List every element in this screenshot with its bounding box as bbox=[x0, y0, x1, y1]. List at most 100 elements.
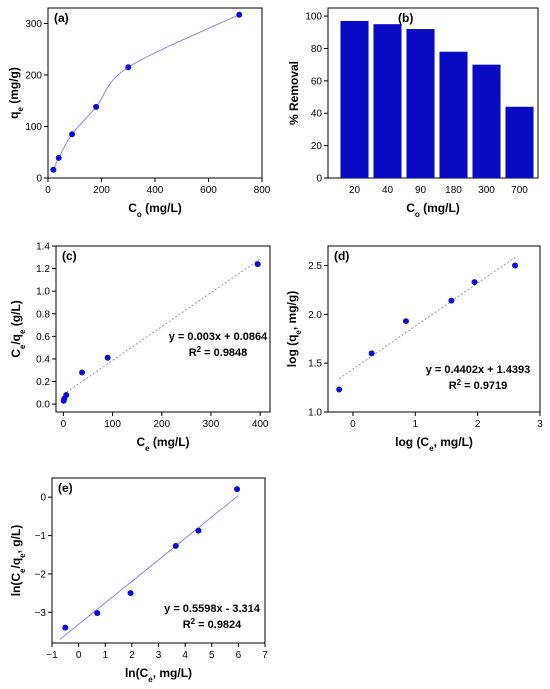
y-axis-label-mid: /q bbox=[9, 334, 23, 345]
r-squared-exponent: 2 bbox=[457, 378, 462, 387]
data-point bbox=[172, 542, 179, 549]
y-tick-label: 0.6 bbox=[36, 332, 50, 343]
y-tick-label: 2.5 bbox=[308, 261, 322, 272]
panel-label: (a) bbox=[54, 11, 69, 25]
x-axis-label: log (Ce, mg/L) bbox=[395, 435, 473, 453]
data-point bbox=[50, 166, 57, 173]
x-tick-label: 400 bbox=[147, 185, 164, 196]
r-squared-label: R bbox=[183, 619, 191, 631]
r-squared: R2 = 0.9848 bbox=[189, 345, 248, 360]
x-tick-label: 0 bbox=[76, 650, 82, 661]
data-point bbox=[471, 279, 478, 286]
bar bbox=[406, 29, 435, 178]
data-point bbox=[336, 386, 343, 393]
x-tick-label: 40 bbox=[382, 185, 394, 196]
x-tick-label: 1 bbox=[413, 419, 419, 430]
y-axis-label-suffix: (mg/g) bbox=[7, 67, 21, 107]
y-tick-label: 0.0 bbox=[36, 400, 50, 411]
panel-label: (d) bbox=[334, 249, 349, 263]
x-tick-label: 0 bbox=[61, 419, 67, 430]
r-squared-label: R bbox=[449, 380, 457, 392]
y-tick-label: 0.2 bbox=[36, 377, 50, 388]
y-tick-label: −1 bbox=[35, 531, 47, 542]
x-tick-label: 400 bbox=[252, 419, 269, 430]
x-tick-label: −1 bbox=[46, 650, 58, 661]
x-axis-label-sub: o bbox=[415, 210, 420, 219]
x-tick-label: 1 bbox=[102, 650, 108, 661]
x-axis-label-main: log (C bbox=[395, 435, 429, 449]
y-tick-label: 2.0 bbox=[308, 310, 322, 321]
x-axis-label-suffix: (mg/L) bbox=[142, 201, 182, 215]
data-point bbox=[254, 261, 261, 268]
y-tick-label: 0.4 bbox=[36, 354, 50, 365]
x-tick-label: 200 bbox=[153, 419, 170, 430]
x-axis-label-main: ln(C bbox=[125, 666, 149, 680]
bar bbox=[373, 24, 402, 178]
data-point bbox=[236, 11, 243, 18]
y-axis-label-mid: /q bbox=[9, 558, 23, 569]
x-tick-label: 200 bbox=[93, 185, 110, 196]
y-axis-label-sub: e bbox=[18, 568, 27, 573]
data-point bbox=[512, 262, 519, 269]
plot-frame bbox=[55, 245, 271, 413]
x-tick-label: 2 bbox=[129, 650, 135, 661]
r-squared-exponent: 2 bbox=[197, 345, 202, 354]
y-tick-label: 0 bbox=[36, 174, 42, 185]
bar bbox=[505, 106, 534, 178]
y-axis-label-suffix: , mg/g) bbox=[285, 291, 299, 330]
data-point bbox=[402, 318, 409, 325]
r-squared-label: R bbox=[189, 347, 197, 359]
panel-label: (c) bbox=[62, 249, 77, 263]
fit-equation: y = 0.003x + 0.0864 bbox=[169, 331, 268, 343]
data-point bbox=[69, 131, 76, 138]
r-squared-exponent: 2 bbox=[191, 617, 196, 626]
y-axis-label: ln(Ce/qe, g/L) bbox=[9, 525, 27, 597]
x-axis-label-suffix: , mg/L) bbox=[434, 435, 473, 449]
trend-line bbox=[59, 495, 239, 640]
y-tick-label: 100 bbox=[305, 12, 322, 23]
panel-label: (e) bbox=[58, 481, 73, 495]
y-axis-label-sub2: e bbox=[18, 329, 27, 334]
y-tick-label: 200 bbox=[25, 70, 42, 81]
x-tick-label: 6 bbox=[236, 650, 242, 661]
x-axis-label: ln(Ce, mg/L) bbox=[125, 666, 192, 684]
x-tick-label: 5 bbox=[209, 650, 215, 661]
x-tick-label: 600 bbox=[200, 185, 217, 196]
y-axis-label-sub: e bbox=[18, 344, 27, 349]
panel-b-removal-bar-chart: 20 40 90 180 300 700 0 20 40 60 80 100 (b) Co (mg/L)%… bbox=[287, 7, 539, 219]
x-tick-label: 0 bbox=[350, 419, 356, 430]
x-tick-label: 90 bbox=[415, 185, 427, 196]
y-axis-label: Ce/qe (g/L) bbox=[9, 300, 27, 358]
panel-label: (b) bbox=[398, 11, 413, 25]
y-tick-label: 0 bbox=[40, 493, 46, 504]
y-axis-label-suffix: , g/L) bbox=[9, 525, 23, 554]
data-point bbox=[127, 590, 134, 597]
panel-c-langmuir-chart: 0 100 200 300 400 0.0 0.2 0.4 0.6 0.8 1.0 1.2 1.4 (c)… bbox=[9, 242, 271, 453]
x-tick-label: 0 bbox=[45, 185, 51, 196]
y-tick-label: 1.0 bbox=[36, 287, 50, 298]
y-tick-label: 80 bbox=[311, 44, 323, 55]
r-squared: R2 = 0.9719 bbox=[449, 378, 508, 393]
y-axis-label-sub: e bbox=[16, 107, 25, 112]
x-tick-label: 100 bbox=[104, 419, 121, 430]
y-tick-label: 1.2 bbox=[36, 264, 50, 275]
y-axis-label-sub: e bbox=[294, 330, 303, 335]
x-axis-label-suffix: (mg/L) bbox=[420, 201, 460, 215]
y-tick-label: 100 bbox=[25, 122, 42, 133]
panel-e-linear-chart: −1 0 1 2 3 4 5 6 7−3−2−10(e)ln(Ce, mg/L)ln(Ce/qe… bbox=[9, 477, 268, 684]
r-squared-value: = 0.9824 bbox=[195, 619, 242, 631]
x-axis-label-suffix: (mg/L) bbox=[150, 435, 190, 449]
x-tick-label: 300 bbox=[478, 185, 495, 196]
fit-equation: y = 0.4402x + 1.4393 bbox=[426, 364, 531, 376]
data-point bbox=[104, 354, 111, 361]
x-tick-label: 2 bbox=[475, 419, 481, 430]
x-tick-label: 180 bbox=[445, 185, 462, 196]
r-squared-value: = 0.9848 bbox=[201, 347, 247, 359]
bar bbox=[472, 64, 501, 178]
r-squared: R2 = 0.9824 bbox=[183, 617, 242, 632]
trend-line bbox=[63, 258, 261, 395]
y-axis-label-sub2: e bbox=[18, 553, 27, 558]
data-point bbox=[93, 103, 100, 110]
fit-equation: y = 0.5598x - 3.314 bbox=[164, 603, 261, 615]
